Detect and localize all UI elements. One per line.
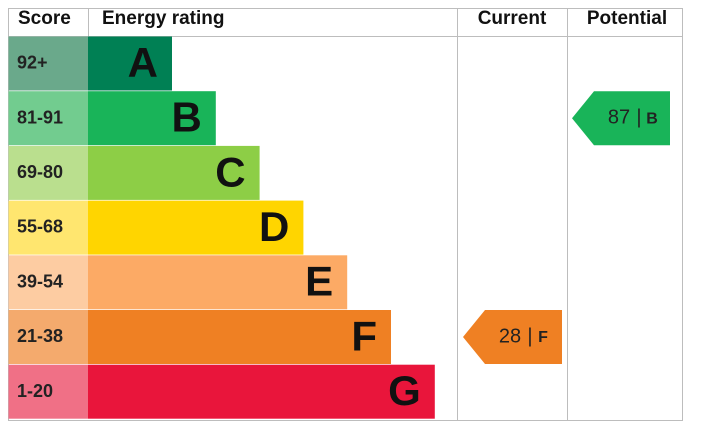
rating-bar xyxy=(88,364,435,419)
current-value: 28 xyxy=(499,325,521,347)
score-label: 69-80 xyxy=(17,162,63,182)
score-cell xyxy=(8,200,88,255)
rating-letter: F xyxy=(351,312,377,359)
rating-bar xyxy=(88,255,348,310)
score-label: 92+ xyxy=(17,53,48,73)
rating-bar xyxy=(88,200,304,255)
current-arrow xyxy=(463,310,562,364)
rating-bar xyxy=(88,91,216,146)
header-score: Score xyxy=(18,8,71,29)
current-separator: | xyxy=(527,325,532,347)
rating-letter: C xyxy=(215,148,245,195)
score-label: 81-91 xyxy=(17,107,63,127)
score-cell xyxy=(8,145,88,200)
score-cell xyxy=(8,255,88,310)
score-cell xyxy=(8,310,88,364)
rating-bar xyxy=(88,310,391,364)
header-potential: Potential xyxy=(587,8,667,29)
rating-letter: D xyxy=(259,203,289,250)
potential-letter: B xyxy=(646,110,658,127)
rating-letter: G xyxy=(388,367,421,414)
potential-arrow xyxy=(572,91,670,146)
rating-letter: E xyxy=(305,258,333,305)
score-label: 1-20 xyxy=(17,381,53,401)
header-energy-rating: Energy rating xyxy=(102,8,224,29)
score-label: 55-68 xyxy=(17,217,63,237)
rating-letter: A xyxy=(128,39,158,86)
potential-separator: | xyxy=(636,106,641,128)
score-cell xyxy=(8,36,88,91)
rating-bar xyxy=(88,145,260,200)
score-label: 39-54 xyxy=(17,271,63,291)
current-letter: F xyxy=(538,329,548,346)
potential-value: 87 xyxy=(608,106,630,128)
score-cell xyxy=(8,364,88,419)
header-current: Current xyxy=(478,8,547,29)
score-label: 21-38 xyxy=(17,326,63,346)
rating-letter: B xyxy=(171,94,201,141)
rating-bar xyxy=(88,36,172,91)
score-cell xyxy=(8,91,88,146)
